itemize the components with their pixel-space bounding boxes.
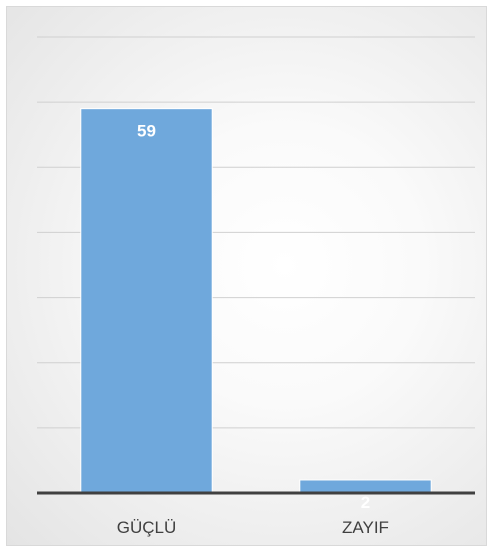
x-axis-tick-labels: GÜÇLÜ ZAYIF xyxy=(117,518,389,537)
bar-1 xyxy=(80,108,213,494)
x-tick-label-2: ZAYIF xyxy=(342,518,389,537)
x-tick-label-1: GÜÇLÜ xyxy=(117,518,177,537)
data-label-2: 2 xyxy=(361,493,370,512)
chart-container: 59 2 GÜÇLÜ ZAYIF xyxy=(6,6,487,546)
bar-2 xyxy=(299,479,432,494)
bars xyxy=(80,108,432,494)
data-label-1: 59 xyxy=(137,122,156,141)
bar-chart: 59 2 GÜÇLÜ ZAYIF xyxy=(37,36,475,537)
data-labels: 59 2 xyxy=(137,122,370,512)
